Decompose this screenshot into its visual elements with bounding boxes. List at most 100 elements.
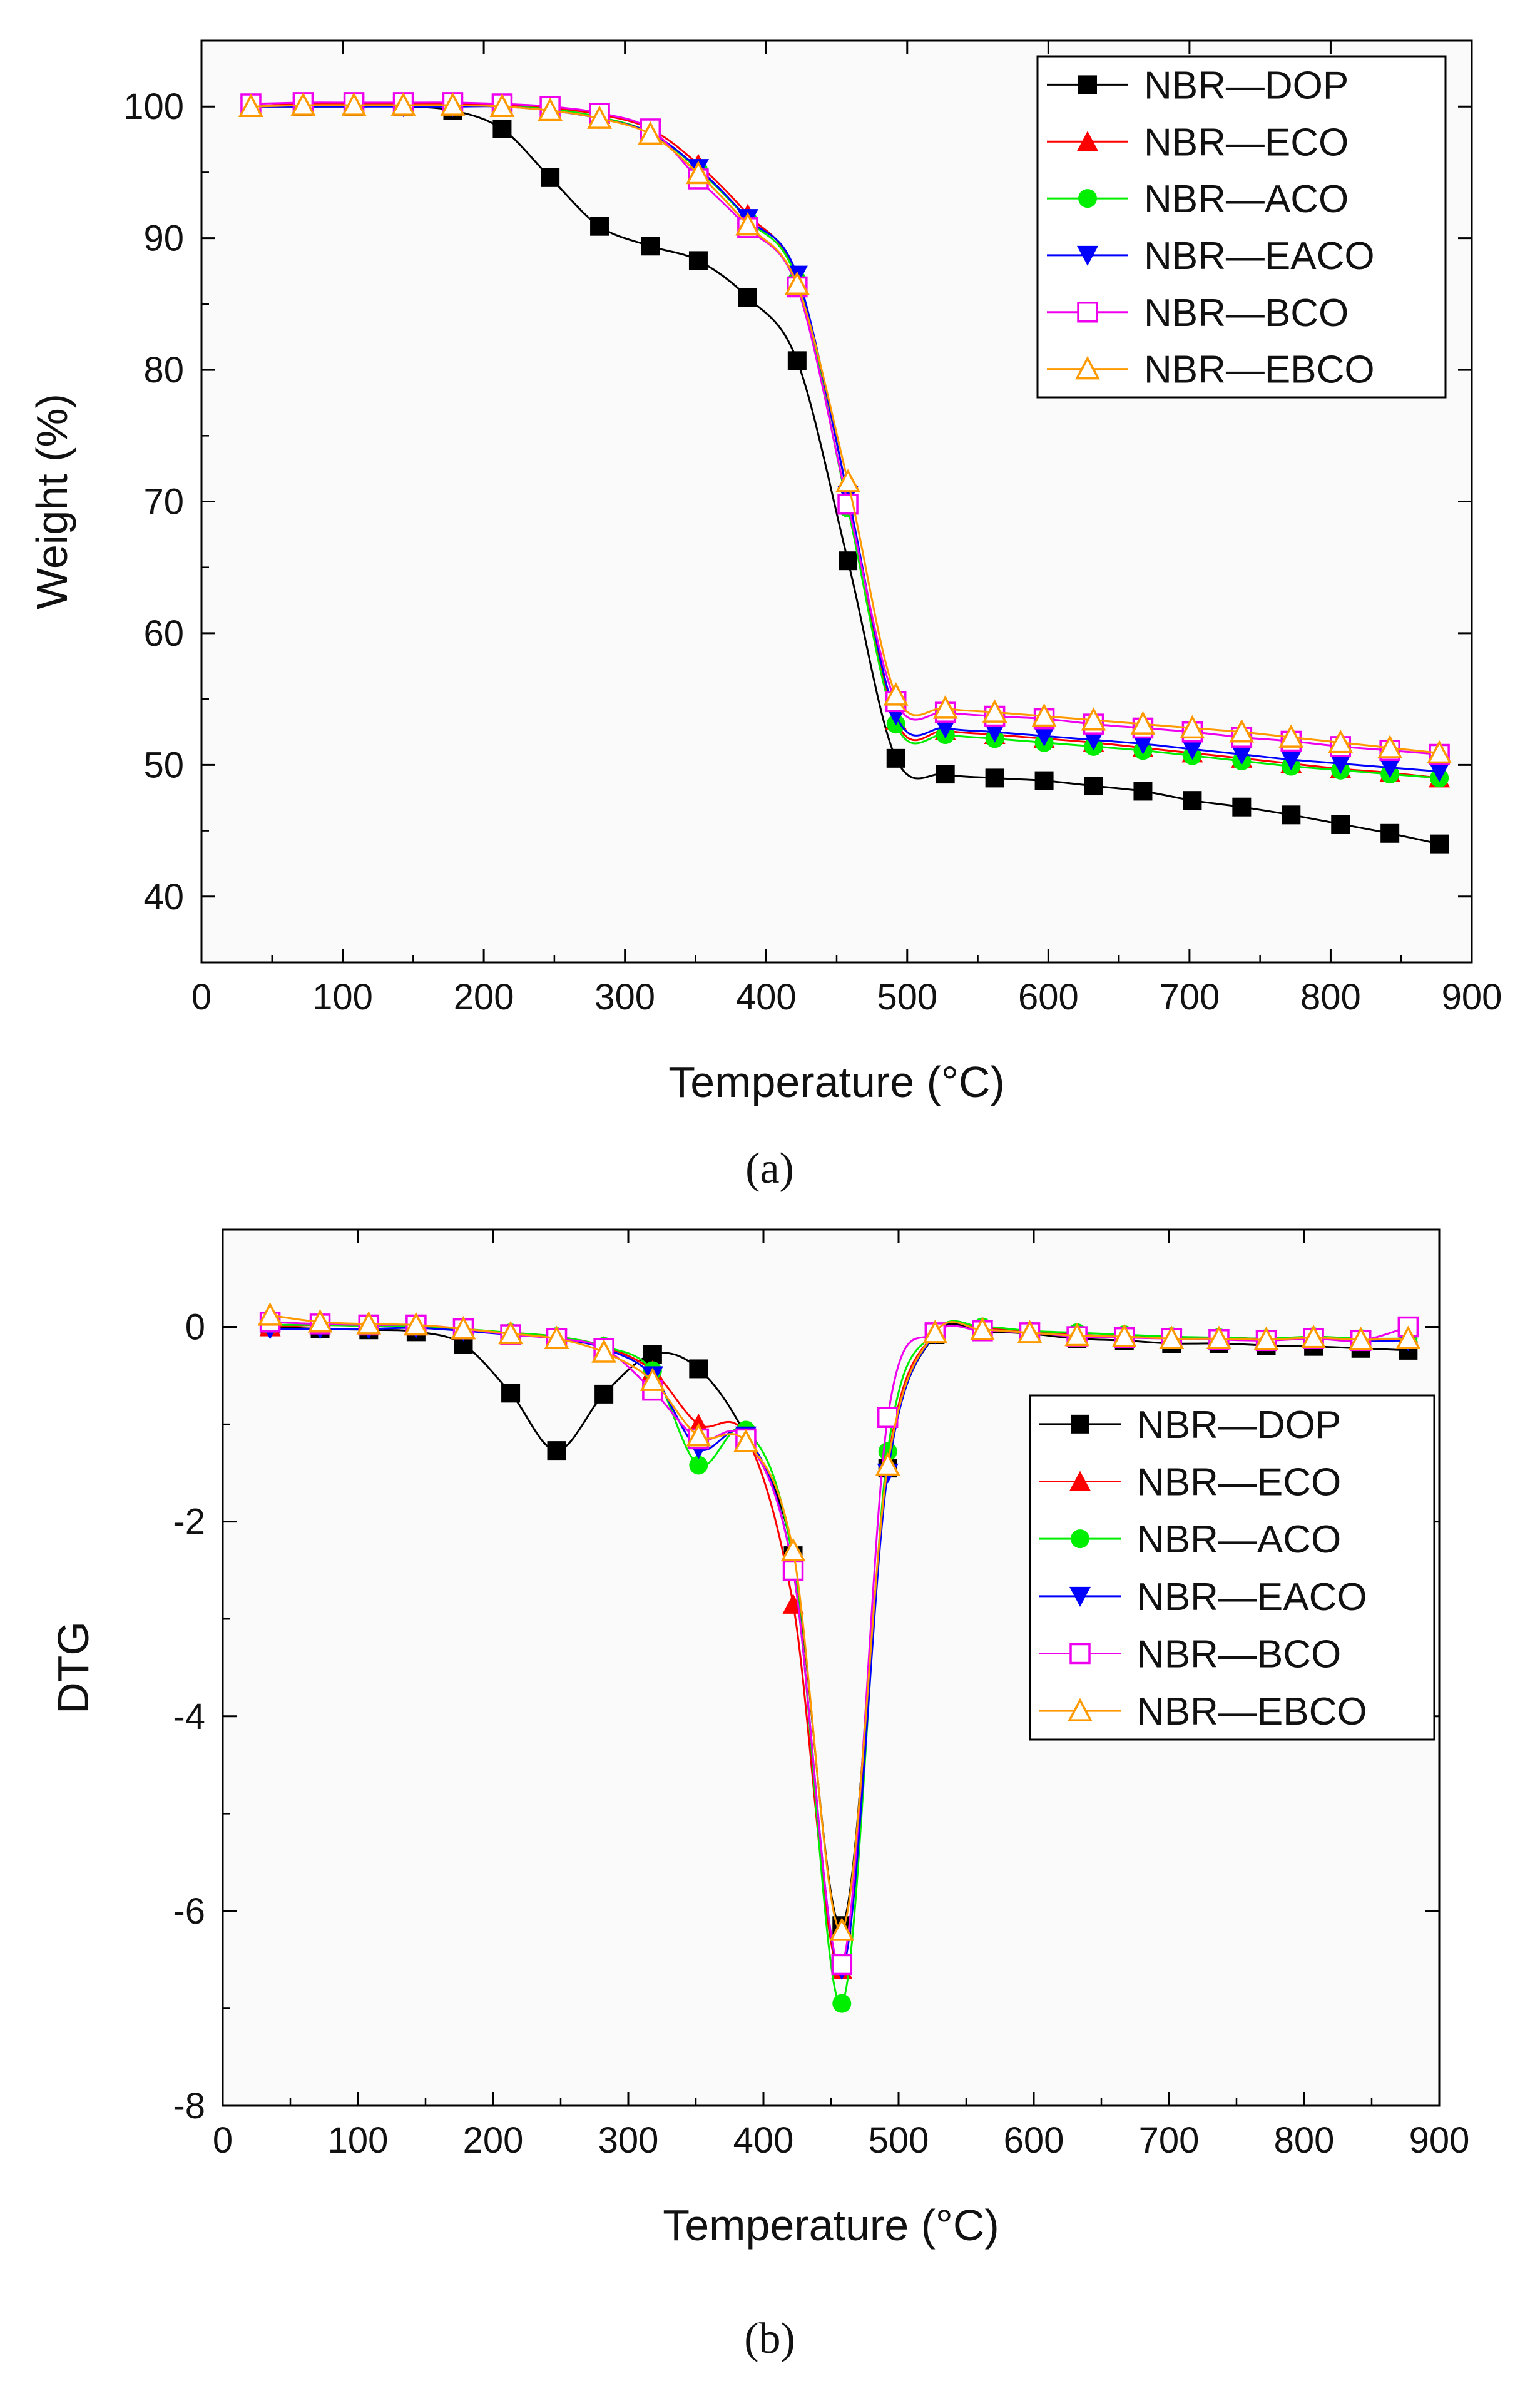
data-point: [686, 160, 711, 185]
data-point: [538, 97, 563, 121]
data-point: [1111, 1323, 1137, 1347]
legend-item: NBR—EBCO: [1047, 349, 1375, 392]
data-point: [451, 1315, 476, 1340]
legend-label: NBR—BCO: [1136, 1633, 1341, 1676]
data-point: [1180, 715, 1205, 739]
y-tick-label: -6: [173, 1891, 205, 1932]
data-point: [1429, 762, 1451, 782]
y-tick-label: -2: [173, 1502, 205, 1542]
data-point: [1031, 703, 1057, 727]
data-point: [1232, 797, 1252, 817]
data-point: [839, 551, 858, 571]
x-tick-label: 700: [1159, 977, 1220, 1017]
legend-marker: [1069, 1643, 1091, 1665]
y-tick-label: -8: [173, 2086, 205, 2126]
data-point: [1395, 1325, 1421, 1349]
legend-label: NBR—EACO: [1144, 235, 1375, 278]
data-point: [489, 93, 515, 117]
data-point: [1330, 754, 1352, 775]
data-point: [782, 1559, 804, 1581]
y-axis-title: DTG: [49, 1621, 98, 1714]
x-tick-label: 300: [594, 977, 655, 1017]
data-point: [1380, 823, 1400, 843]
legend-marker: [1068, 1698, 1093, 1721]
legend-label: NBR—ACO: [1136, 1518, 1341, 1561]
legend-item: NBR—EACO: [1039, 1576, 1367, 1619]
data-point: [341, 92, 367, 116]
data-point: [982, 699, 1007, 723]
data-point: [1331, 815, 1350, 834]
y-tick-label: 100: [123, 86, 184, 127]
data-point: [738, 288, 757, 307]
legend-label: NBR—ECO: [1144, 121, 1349, 164]
series-line: [250, 104, 1440, 754]
legend-label: NBR—BCO: [1144, 292, 1349, 335]
data-point: [1084, 777, 1103, 796]
legend-item: NBR—EACO: [1047, 235, 1375, 278]
legend: NBR—DOP NBR—ECO NBR—ACO NBR—EACO NBR—BCO NBR—…: [1036, 55, 1447, 399]
legend-item: NBR—EBCO: [1039, 1690, 1367, 1733]
data-point: [1133, 782, 1153, 801]
y-tick-label: 80: [143, 350, 184, 390]
legend-marker: [1069, 1586, 1091, 1607]
data-point: [832, 1994, 852, 2013]
x-tick-label: 100: [312, 977, 373, 1017]
data-point: [238, 93, 263, 117]
legend-marker: [1077, 302, 1098, 323]
x-tick-label: 0: [191, 977, 212, 1017]
x-tick-label: 500: [869, 2120, 929, 2161]
data-point: [638, 121, 663, 145]
x-tick-label: 200: [463, 2120, 524, 2161]
series-5: [257, 1302, 1421, 1941]
data-point: [886, 748, 905, 768]
data-point: [784, 271, 810, 295]
data-point: [984, 722, 1006, 743]
data-point: [1081, 707, 1106, 731]
x-tick-label: 0: [213, 2120, 233, 2161]
data-point: [1301, 1324, 1327, 1348]
data-point: [403, 1312, 429, 1336]
series-line: [250, 105, 1440, 845]
data-point: [594, 1384, 614, 1404]
x-tick-label: 800: [1300, 977, 1361, 1017]
data-point: [1278, 724, 1304, 748]
data-point: [875, 1452, 900, 1476]
legend-marker: [1077, 131, 1098, 151]
x-tick-label: 800: [1274, 2120, 1335, 2161]
legend-label: NBR—ECO: [1136, 1461, 1341, 1504]
legend-marker: [1078, 75, 1097, 94]
y-tick-label: -4: [173, 1696, 205, 1737]
data-point: [590, 217, 609, 236]
x-tick-label: 900: [1409, 2120, 1470, 2161]
data-point: [1379, 758, 1401, 778]
x-axis-title: Temperature (°C): [668, 1058, 1005, 1106]
data-point: [1017, 1320, 1043, 1343]
data-point: [1132, 734, 1154, 755]
legend-marker: [1069, 1471, 1091, 1491]
data-point: [735, 212, 760, 236]
legend-label: NBR—DOP: [1144, 64, 1349, 107]
data-point: [686, 1423, 711, 1447]
data-point: [587, 105, 612, 129]
legend-item: NBR—ECO: [1039, 1461, 1341, 1504]
data-point: [934, 718, 956, 739]
legend-marker: [1077, 245, 1098, 266]
data-point: [689, 1456, 708, 1475]
data-point: [936, 765, 955, 784]
data-point: [1328, 729, 1354, 753]
data-point: [1183, 791, 1202, 810]
data-point: [541, 168, 560, 187]
x-tick-label: 200: [454, 977, 514, 1017]
data-point: [922, 1320, 948, 1343]
data-point: [591, 1339, 617, 1363]
series-5: [238, 92, 1452, 764]
data-point: [440, 92, 466, 116]
data-point: [307, 1309, 333, 1333]
x-tick-label: 300: [598, 2120, 659, 2161]
data-point: [985, 768, 1004, 788]
legend-marker: [1075, 355, 1100, 380]
y-tick-label: 60: [143, 613, 184, 654]
data-point: [689, 1359, 708, 1379]
y-tick-label: 0: [185, 1307, 205, 1348]
legend-marker: [1071, 1414, 1089, 1434]
